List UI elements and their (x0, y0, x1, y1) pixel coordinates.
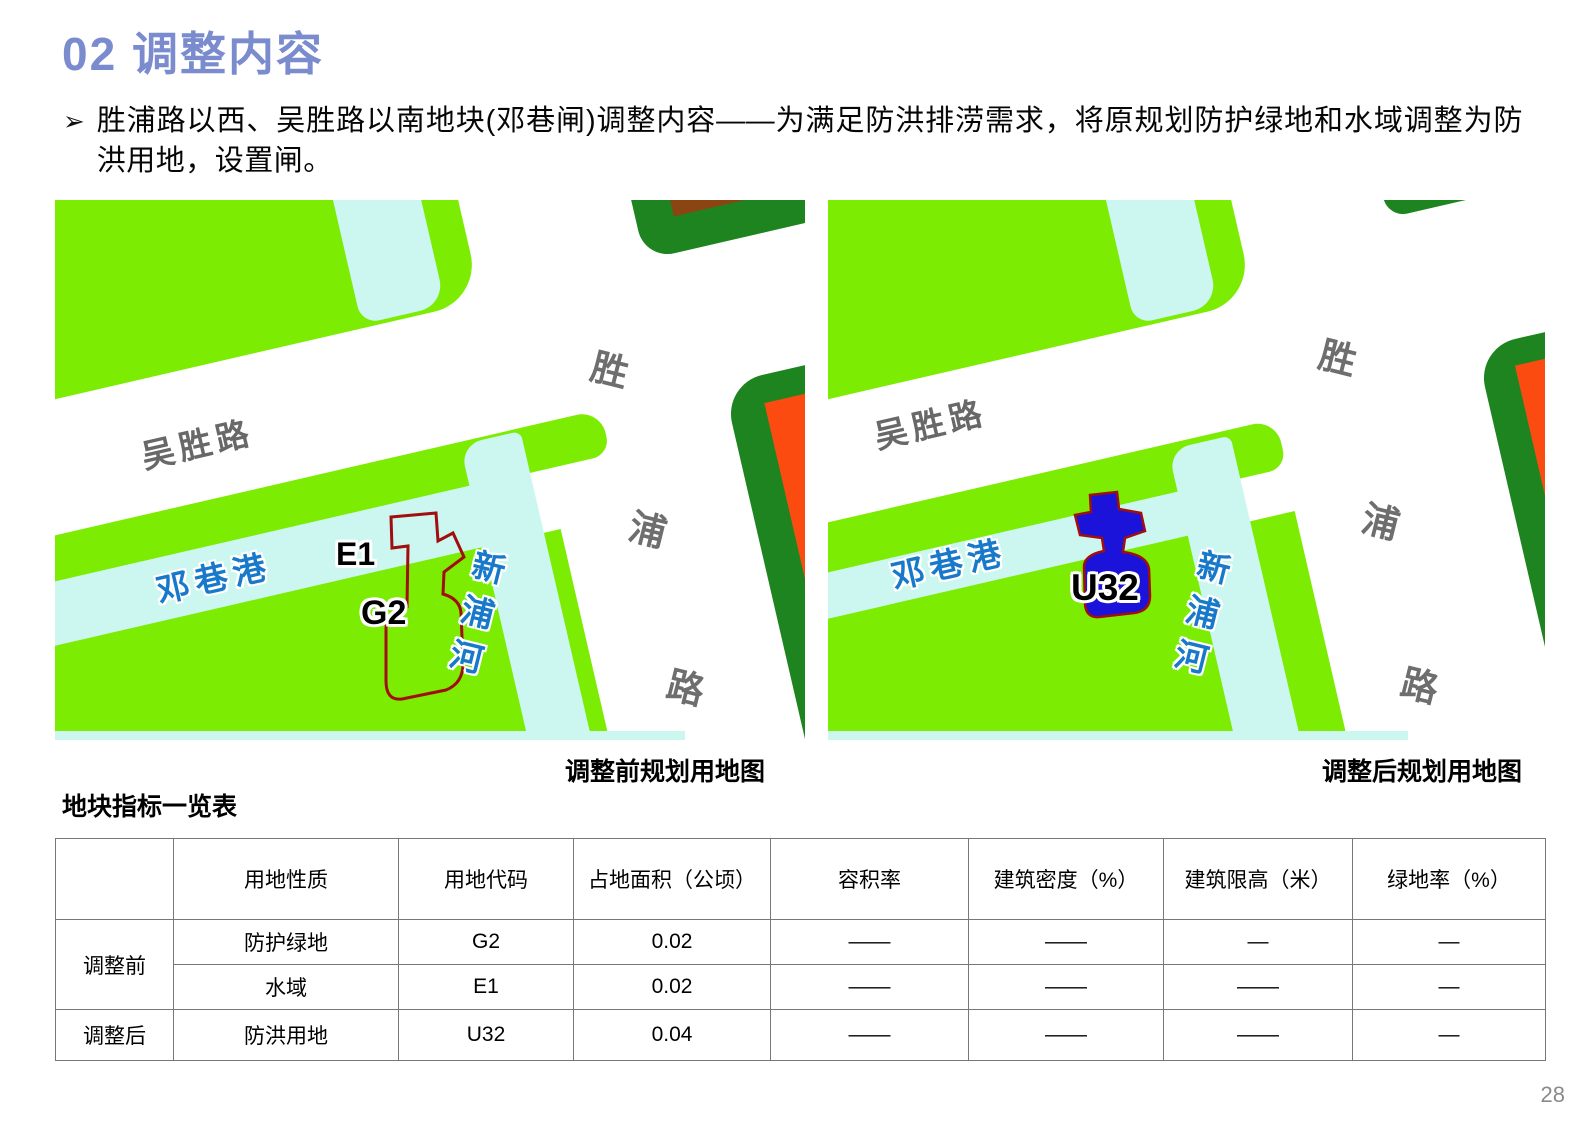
header-cell-density: 建筑密度（%） (968, 838, 1164, 920)
page-title: 02 调整内容 (62, 28, 324, 80)
header-cell-nature: 用地性质 (173, 838, 399, 920)
header-cell-height: 建筑限高（米） (1163, 838, 1353, 920)
bullet-arrow-icon: ➢ (63, 106, 85, 136)
cell-far: —— (770, 1009, 969, 1061)
map-caption-after: 调整后规划用地图 (1321, 758, 1522, 786)
table-row: 水域 E1 0.02 —— —— —— — (56, 964, 1546, 1010)
cell-far: —— (770, 919, 969, 965)
table-row: 调整后 防洪用地 U32 0.04 —— —— —— — (55, 1009, 1546, 1061)
map-before-adjustment: 吴胜路 邓巷港 新 浦 河 胜 浦 路 E1 G2 (55, 200, 805, 740)
water-band (55, 731, 685, 740)
map-after-adjustment: 吴胜路 邓巷港 新 浦 河 胜 浦 路 U32 (828, 200, 1545, 740)
parcel-outline-e1-g2 (384, 511, 466, 701)
land-use-indicator-table: 用地性质 用地代码 占地面积（公顷） 容积率 建筑密度（%） 建筑限高（米） 绿… (55, 838, 1546, 1061)
header-cell-area: 占地面积（公顷） (573, 838, 771, 920)
page-number: 28 (1540, 1082, 1565, 1107)
header-cell-far: 容积率 (770, 838, 969, 920)
cell-code: G2 (398, 919, 574, 965)
cell-green: — (1352, 1009, 1546, 1061)
table-row: 调整前 防护绿地 G2 0.02 —— —— — — (55, 919, 1546, 1010)
cell-nature: 防洪用地 (173, 1009, 399, 1061)
cell-height: —— (1163, 1009, 1353, 1061)
cell-density: —— (968, 919, 1164, 965)
table-header-row: 用地性质 用地代码 占地面积（公顷） 容积率 建筑密度（%） 建筑限高（米） 绿… (55, 838, 1546, 920)
header-cell-empty (55, 838, 174, 920)
parcel-label-e1: E1 (336, 536, 376, 572)
cell-green: — (1352, 919, 1546, 965)
bullet-text: 胜浦路以西、吴胜路以南地块(邓巷闸)调整内容——为满足防洪排涝需求，将原规划防护… (96, 105, 1523, 177)
cell-green: — (1352, 964, 1546, 1010)
row-group-before: 调整前 (55, 919, 174, 1010)
cell-nature: 水域 (173, 964, 399, 1010)
header-cell-green: 绿地率（%） (1352, 838, 1546, 920)
parcel-label-g2: G2 (361, 594, 407, 632)
cell-code: U32 (398, 1009, 574, 1061)
parcel-label-u32: U32 (1071, 567, 1139, 608)
header-cell-code: 用地代码 (398, 838, 574, 920)
parcel-u32 (1073, 490, 1152, 619)
row-group-after: 调整后 (55, 1009, 174, 1061)
cell-nature: 防护绿地 (173, 919, 399, 965)
cell-height: —— (1163, 964, 1353, 1010)
water-band (828, 731, 1408, 740)
table-title: 地块指标一览表 (62, 793, 238, 821)
cell-density: —— (968, 964, 1164, 1010)
cell-code: E1 (398, 964, 574, 1010)
bullet-point: ➢ 胜浦路以西、吴胜路以南地块(邓巷闸)调整内容——为满足防洪排涝需求，将原规划… (63, 101, 1523, 181)
cell-far: —— (770, 964, 969, 1010)
cell-area: 0.02 (573, 919, 771, 965)
cell-density: —— (968, 1009, 1164, 1061)
cell-area: 0.04 (573, 1009, 771, 1061)
map-caption-before: 调整前规划用地图 (564, 758, 765, 786)
cell-height: — (1163, 919, 1353, 965)
cell-area: 0.02 (573, 964, 771, 1010)
